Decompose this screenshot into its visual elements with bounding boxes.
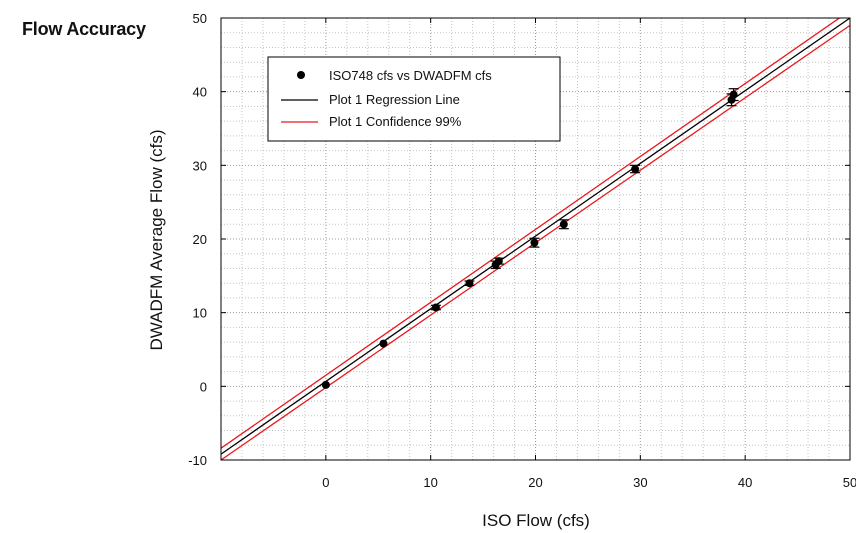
- x-axis-label: ISO Flow (cfs): [482, 511, 590, 530]
- axis-ticks: [221, 17, 851, 461]
- y-tick-label: 50: [193, 11, 207, 26]
- data-point: [494, 257, 503, 266]
- data-point: [379, 339, 388, 348]
- y-tick-label: 40: [193, 85, 207, 100]
- data-point: [729, 90, 738, 99]
- x-tick-label: 50: [843, 475, 856, 490]
- y-tick-label: 30: [193, 158, 207, 173]
- y-tick-label: -10: [188, 453, 207, 468]
- x-tick-label: 30: [633, 475, 647, 490]
- confidence-upper-line: [221, 18, 841, 449]
- x-tick-label: 20: [528, 475, 542, 490]
- y-axis-label: DWADFM Average Flow (cfs): [147, 129, 166, 350]
- data-point: [631, 165, 640, 174]
- legend-entry-regression: Plot 1 Regression Line: [329, 92, 460, 107]
- legend-marker-points: [297, 71, 305, 79]
- legend-entry-points: ISO748 cfs vs DWADFM cfs: [329, 68, 492, 83]
- y-tick-label: 20: [193, 232, 207, 247]
- y-tick-labels: -10 0 10 20 30 40 50: [188, 11, 207, 468]
- data-point: [321, 380, 330, 389]
- y-tick-label: 10: [193, 306, 207, 321]
- x-tick-label: 10: [423, 475, 437, 490]
- legend-box: [267, 56, 561, 142]
- legend-entry-confidence: Plot 1 Confidence 99%: [329, 114, 462, 129]
- legend: ISO748 cfs vs DWADFM cfs Plot 1 Regressi…: [267, 56, 561, 142]
- x-tick-label: 40: [738, 475, 752, 490]
- data-point: [530, 238, 539, 247]
- data-point: [465, 279, 474, 288]
- data-point: [559, 220, 568, 229]
- data-point: [431, 303, 440, 312]
- x-tick-label: 0: [322, 475, 329, 490]
- data-points: [321, 88, 739, 389]
- y-tick-label: 0: [200, 379, 207, 394]
- x-tick-labels: 0 10 20 30 40 50: [322, 475, 856, 490]
- page-title: Flow Accuracy: [22, 19, 146, 39]
